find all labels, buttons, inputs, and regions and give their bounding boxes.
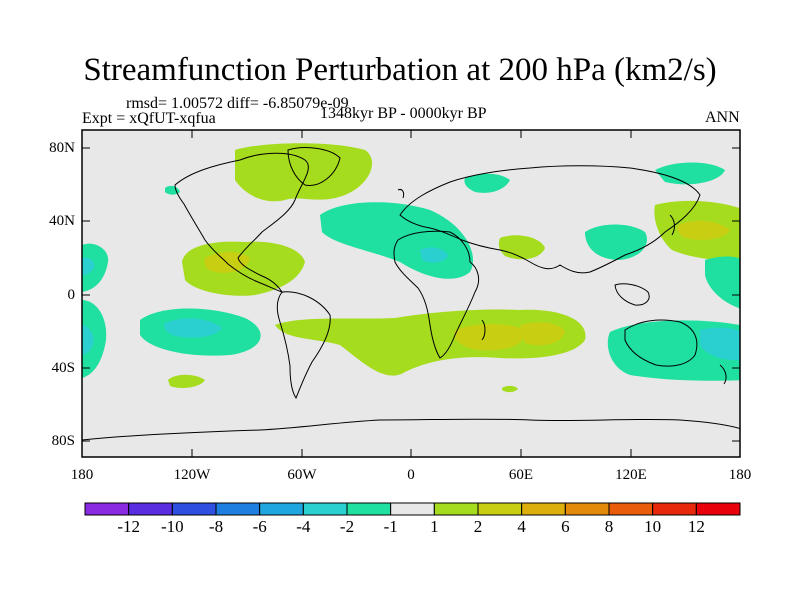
colorbar-label: -8 — [208, 517, 224, 536]
contour-west-pacific-neg — [82, 243, 109, 292]
colorbar-box — [128, 502, 173, 516]
coast-southeast-asia — [614, 283, 650, 306]
contour-north-pacific-east-core — [677, 220, 730, 240]
stats-label: rmsd= 1.00572 diff= -6.85079e-09 — [126, 95, 349, 112]
coastlines — [82, 147, 740, 441]
contour-asia-neg — [585, 224, 648, 260]
colorbar-label: 8 — [604, 517, 614, 536]
colorbar-label: 2 — [473, 517, 483, 536]
contour-sw-pacific-neg — [82, 300, 107, 378]
colorbar-label: -2 — [339, 517, 355, 536]
colorbar-box — [433, 502, 479, 516]
colorbar-label: -10 — [160, 517, 184, 536]
colorbar-box — [695, 502, 741, 516]
contour-pacific-east-neg — [705, 256, 740, 309]
contour-fields — [82, 143, 740, 441]
map-background — [82, 130, 740, 457]
coast-japan — [669, 214, 675, 236]
y-axis-label-80s: 80S — [51, 433, 75, 449]
coast-madagascar — [481, 319, 486, 341]
colorbar-box — [302, 502, 348, 516]
contour-small-southern — [502, 385, 518, 393]
x-axis-label-120w: 120W — [173, 467, 211, 483]
x-axis-label-60w: 60W — [287, 467, 317, 483]
colorbar-box — [477, 502, 523, 516]
colorbar-box — [259, 502, 304, 516]
experiment-label: Expt = xQfUT-xqfua — [82, 110, 216, 127]
colorbar-box — [390, 502, 435, 516]
x-axis-label-60e: 60E — [508, 467, 534, 483]
colorbar-label: 6 — [561, 517, 570, 536]
colorbar-box — [171, 502, 217, 516]
y-axis-label-40n: 40N — [49, 213, 75, 229]
x-axis-label-120e: 120E — [615, 467, 647, 483]
contour-south-pacific-neg-core — [164, 318, 222, 338]
contour-south-pacific — [168, 374, 205, 388]
y-axis-label-0: 0 — [67, 287, 76, 303]
colorbar-label: 10 — [644, 517, 662, 536]
colorbar — [84, 502, 741, 516]
contour-arctic-pacific-neg — [655, 162, 725, 185]
contour-west-pacific-neg-core — [82, 257, 95, 276]
coast-antarctica — [82, 418, 740, 441]
coast-australia — [624, 319, 698, 367]
coast-south-america — [276, 291, 331, 400]
map-title: Streamfunction Perturbation at 200 hPa (… — [83, 52, 717, 88]
colorbar-box — [521, 502, 566, 516]
contour-south-indian-core — [520, 322, 565, 346]
y-axis-label-40s: 40S — [51, 360, 75, 376]
colorbar-box — [215, 502, 261, 516]
colorbar-label: 4 — [517, 517, 526, 536]
contour-south-atlantic-core — [454, 324, 526, 351]
colorbar-label: -4 — [296, 517, 311, 536]
colorbar-box — [346, 502, 392, 516]
contour-sw-pacific-neg-core — [82, 325, 94, 355]
contour-eurasia-neg — [464, 173, 510, 193]
coast-eurasia — [399, 165, 701, 274]
colorbar-box — [652, 502, 697, 516]
season-label: ANN — [705, 109, 740, 126]
contour-small-pacific-neg — [165, 185, 180, 195]
coast-africa — [393, 230, 480, 359]
colorbar-box — [608, 502, 654, 516]
period-label: 1348kyr BP - 0000kyr BP — [320, 105, 487, 122]
colorbar-box — [84, 502, 130, 516]
coast-new-zealand — [719, 364, 727, 385]
axis-ticks — [82, 130, 740, 457]
contour-north-america — [235, 143, 373, 202]
contour-australia-neg-core — [700, 327, 740, 361]
x-axis-label-180w: 180 — [70, 467, 94, 483]
contour-north-atlantic-neg-core — [420, 247, 448, 263]
colorbar-label: -12 — [117, 517, 140, 536]
colorbar-label: 12 — [687, 517, 705, 536]
y-axis-label-80n: 80N — [49, 140, 75, 156]
colorbar-box — [564, 502, 610, 516]
coast-greenland — [287, 147, 341, 186]
colorbar-label: 1 — [430, 517, 439, 536]
colorbar-label: -6 — [252, 517, 267, 536]
x-axis-label-180e: 180 — [728, 467, 752, 483]
x-axis-label-0: 0 — [407, 467, 415, 483]
coast-north-america — [174, 152, 309, 293]
colorbar-label: -1 — [383, 517, 398, 536]
coast-uk — [397, 189, 405, 199]
